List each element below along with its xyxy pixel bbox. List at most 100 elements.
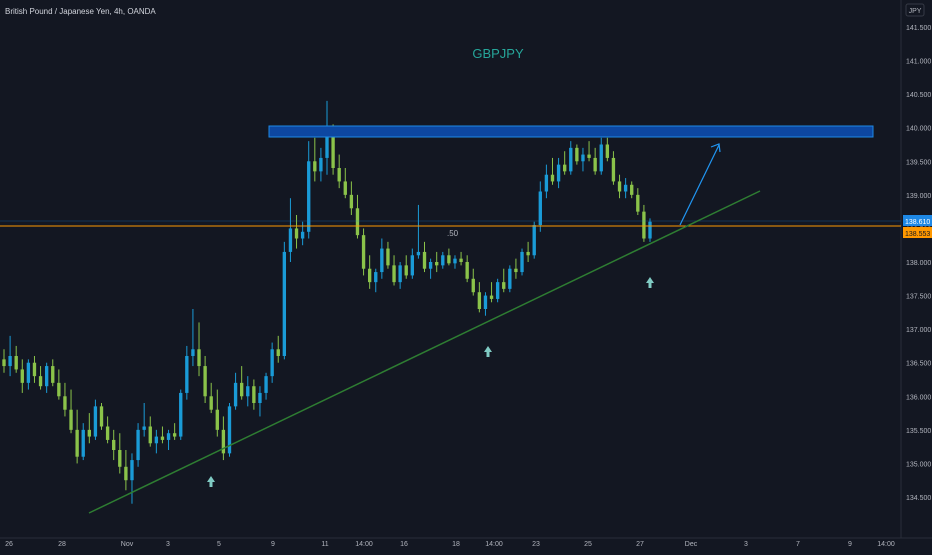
candle-body [130, 460, 134, 481]
candle-body [575, 147, 579, 162]
candle-body [416, 251, 421, 256]
candle-body [538, 191, 542, 226]
candle-body [550, 174, 555, 182]
candle-body [124, 466, 128, 481]
candle-body [422, 251, 427, 269]
candle-body [361, 235, 366, 269]
time-tick-label: 9 [271, 541, 275, 548]
candle-body [185, 356, 189, 393]
candle-body [154, 436, 159, 444]
price-tick-label: 139.500 [906, 159, 931, 166]
candle-body [617, 181, 622, 192]
currency-badge-label: JPY [909, 8, 922, 15]
candle-body [252, 386, 256, 403]
time-tick-label: 3 [744, 541, 748, 548]
candle-body [502, 282, 506, 289]
candle-body [636, 194, 640, 212]
candle-body [276, 349, 280, 356]
candle-body [563, 164, 567, 172]
candle-body [20, 369, 24, 383]
candle-body [623, 184, 628, 192]
reference-price-badge [903, 227, 932, 238]
candle-body [611, 157, 616, 182]
candle-body [288, 228, 293, 252]
candle-body [270, 349, 274, 377]
up-arrow-icon [207, 476, 215, 487]
price-tick-label: 141.500 [906, 25, 931, 32]
candle-body [282, 251, 287, 356]
time-tick-label: 7 [796, 541, 800, 548]
candle-body [215, 409, 219, 430]
candle-body [233, 382, 238, 407]
candle-body [453, 258, 457, 264]
time-tick-label: 3 [166, 541, 170, 548]
price-tick-label: 135.500 [906, 428, 931, 435]
candle-body [227, 406, 232, 454]
time-tick-label: 18 [452, 541, 460, 548]
support-trendline[interactable] [88, 190, 761, 514]
candle-body [593, 157, 597, 172]
candle-body [300, 231, 305, 239]
candle-body [398, 265, 402, 283]
reference-price-label: 138.553 [905, 231, 930, 238]
chart-name: GBPJPY [472, 46, 524, 61]
candle-body [32, 362, 37, 377]
fib-level-label: .50 [447, 229, 459, 238]
candle-body [14, 356, 18, 370]
time-tick-label: 16 [400, 541, 408, 548]
price-tick-label: 138.000 [906, 260, 931, 267]
projection-arrow[interactable] [679, 143, 721, 226]
candle-body [526, 251, 530, 256]
candle-body [191, 349, 195, 356]
candle-body [514, 268, 518, 273]
price-axis[interactable]: 141.500 141.000 140.500 140.000 139.500 139.0… [906, 25, 931, 502]
candle-body [197, 349, 201, 367]
candle-body [544, 174, 549, 192]
candle-body [471, 278, 475, 293]
candle-body [355, 208, 360, 236]
candle-body [520, 251, 524, 273]
time-tick-label: Nov [121, 541, 134, 548]
candle-body [112, 439, 116, 450]
candle-body [57, 382, 61, 397]
price-tick-label: 136.000 [906, 394, 931, 401]
time-tick-label: 14:00 [485, 541, 503, 548]
candle-body [240, 382, 244, 397]
price-tick-label: 141.000 [906, 59, 931, 66]
candle-body [99, 406, 104, 427]
candle-body [87, 429, 91, 437]
time-tick-label: Dec [685, 541, 698, 548]
price-tick-label: 140.000 [906, 126, 931, 133]
candle-body [605, 144, 610, 158]
candle-body [428, 262, 433, 269]
candle-body [221, 429, 226, 454]
candle-body [307, 161, 311, 232]
candle-body [435, 262, 439, 266]
price-tick-label: 140.500 [906, 92, 931, 99]
candle-body [599, 144, 603, 172]
currency-badge[interactable] [905, 3, 925, 17]
candle-body [587, 154, 591, 158]
candle-body [556, 164, 561, 182]
candle-body [569, 147, 573, 172]
up-arrow-icon [646, 277, 654, 288]
price-tick-label: 137.500 [906, 294, 931, 301]
candle-body [203, 366, 207, 397]
candle-body [319, 157, 323, 172]
candle-body [264, 376, 268, 393]
candle-body [337, 168, 341, 182]
price-tick-label: 135.000 [906, 461, 931, 468]
time-axis[interactable]: 26 28 Nov 3 5 9 11 14:00 16 18 14:00 23 25 27 Dec 3 7 9 14… [5, 541, 895, 548]
candle-body [246, 386, 250, 397]
candle-body [172, 433, 177, 437]
time-tick-label: 25 [584, 541, 592, 548]
time-tick-label: 9 [848, 541, 852, 548]
candle-body [447, 255, 451, 264]
time-tick-label: 23 [532, 541, 540, 548]
candle-body [367, 268, 372, 283]
time-tick-label: 5 [217, 541, 221, 548]
candle-body [8, 356, 12, 367]
resistance-zone[interactable] [268, 125, 874, 138]
